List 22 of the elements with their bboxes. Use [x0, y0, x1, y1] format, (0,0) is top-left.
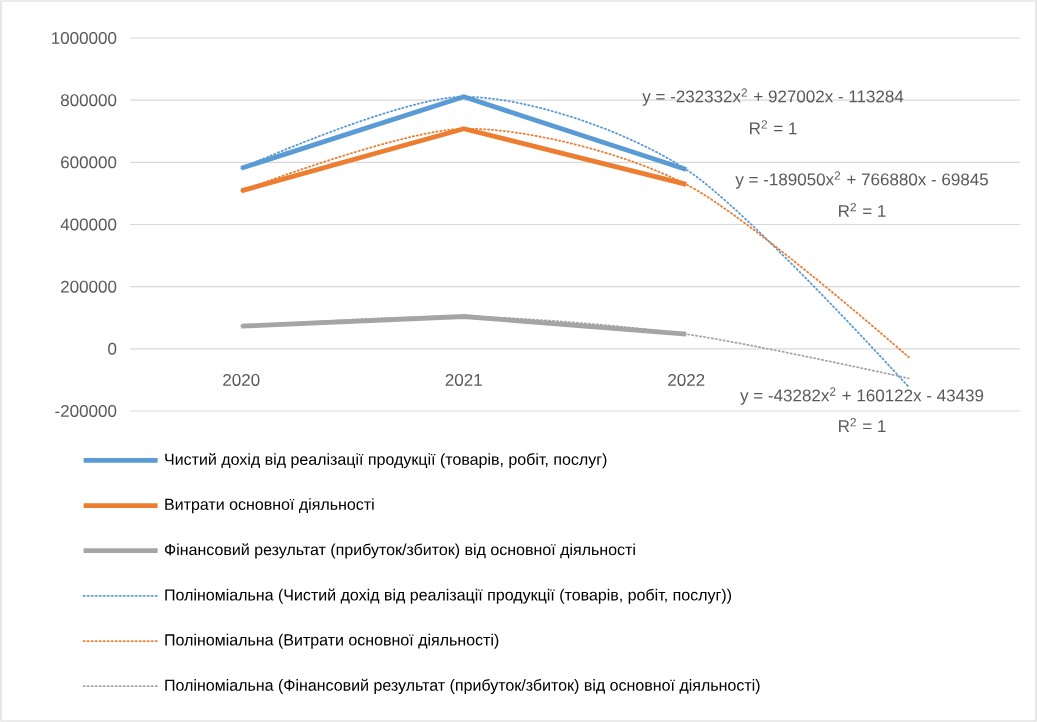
y-tick-label: 800000 [60, 94, 117, 107]
annotation: R$^{2}$ = 1 [750, 120, 797, 135]
legend-label: Поліноміальна (Витрати основної діяльності) [165, 633, 499, 649]
y-tick-label: 1000000 [52, 31, 117, 44]
legend-label: Поліноміальна (Чистий дохід від реалізації продукції (товарів, робіт, послуг)) [165, 588, 732, 604]
annotation: y = -189050x$^{2}$ + 766880x - 69845 [735, 171, 988, 189]
y-tick-label: -200000 [55, 404, 117, 418]
y-tick-label: 200000 [61, 280, 117, 293]
annotation: y = -43282x$^{2}$ + 160122x - 43439 [740, 387, 984, 405]
x-tick-label: 2020 [223, 373, 260, 386]
annotation: R$^{2}$ = 1 [839, 202, 886, 217]
x-tick-label: 2022 [668, 373, 705, 386]
text: R$^{2}$ = 1 [839, 418, 886, 432]
y-tick-label: 400000 [60, 218, 117, 231]
y-tick-label: 600000 [61, 156, 117, 169]
annotation: y = -232332x$^{2}$ + 927002x - 113284 [642, 88, 904, 106]
legend-label: Фінансовий результат (прибуток/збиток) від основної діяльності [164, 543, 635, 559]
legend-label: Поліноміальна (Фінансовий результат (прибуток/збиток) від основної діяльності) [165, 678, 760, 694]
y-tick-label: 0 [108, 342, 117, 355]
legend-label: Витрати основної діяльності [165, 498, 374, 514]
legend-label: Чистий дохід від реалізації продукції (товарів, робіт, послуг) [165, 452, 607, 469]
x-tick-label: 2021 [445, 373, 482, 386]
